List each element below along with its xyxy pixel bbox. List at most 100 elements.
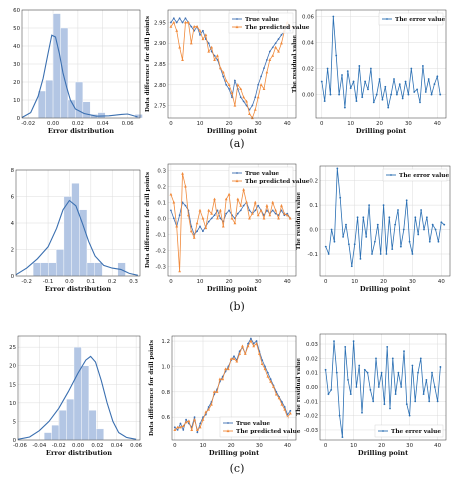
data-point — [178, 17, 181, 20]
data-point — [271, 200, 275, 204]
x-tick-label: 0.06 — [122, 121, 135, 127]
data-point — [239, 204, 243, 207]
data-point — [252, 342, 255, 345]
data-point — [207, 42, 210, 45]
data-point — [248, 209, 251, 212]
y-axis-label: Data difference for drill points — [149, 340, 155, 436]
data-point — [379, 253, 382, 255]
data-point — [260, 75, 262, 78]
data-point — [335, 54, 338, 57]
data-point — [361, 411, 363, 414]
data-point — [179, 425, 182, 429]
data-point — [225, 212, 228, 215]
data-point — [397, 209, 399, 211]
data-point — [233, 221, 237, 225]
data-point — [189, 229, 193, 233]
data-point — [323, 100, 326, 102]
x-axis-label: Drilling point — [356, 127, 407, 135]
data-point — [404, 80, 407, 83]
data-point — [425, 378, 428, 381]
data-point — [280, 41, 283, 45]
hist-bar — [40, 262, 49, 277]
data-point — [405, 199, 408, 202]
data-point — [248, 112, 251, 115]
y-tick-label: 0 — [13, 438, 17, 444]
hist-bar — [79, 209, 88, 277]
x-tick-label: 20 — [228, 443, 235, 449]
data-point — [198, 208, 202, 212]
x-tick-label: 40 — [284, 443, 291, 449]
data-point — [207, 407, 211, 411]
data-point — [241, 344, 244, 348]
hist-bar — [66, 398, 75, 441]
data-point — [210, 45, 214, 49]
x-axis-label: Error distribution — [46, 449, 112, 457]
data-point — [366, 371, 369, 374]
x-tick-label: -0.2 — [21, 279, 32, 285]
data-point — [347, 378, 349, 381]
x-axis-label: Error distribution — [45, 285, 111, 293]
data-point — [172, 17, 175, 20]
data-point — [184, 204, 187, 207]
legend-marker — [386, 18, 388, 20]
data-point — [242, 188, 246, 191]
data-point — [190, 428, 194, 431]
data-point — [277, 396, 281, 400]
legend-label: True value — [245, 17, 279, 23]
data-point — [376, 223, 379, 226]
data-point — [289, 409, 292, 412]
y-tick-label: 0.04 — [302, 41, 315, 47]
data-point — [408, 240, 411, 243]
data-point — [218, 377, 222, 381]
data-point — [265, 204, 269, 207]
y-tick-label: 20 — [13, 80, 20, 86]
x-tick-label: 0 — [173, 443, 177, 449]
data-point — [199, 34, 201, 36]
data-point — [369, 388, 372, 391]
plot-frame — [167, 163, 297, 277]
data-point — [329, 93, 332, 96]
data-point — [195, 221, 199, 225]
grid — [320, 334, 446, 440]
x-tick-label: 10 — [347, 121, 354, 127]
data-point — [336, 167, 339, 170]
legend-marker — [390, 174, 392, 176]
data-point — [277, 216, 280, 220]
data-point — [175, 29, 179, 32]
y-tick-label: 0.0 — [157, 216, 166, 222]
data-point — [198, 425, 202, 429]
x-axis-label: Drilling point — [207, 285, 258, 293]
data-point — [372, 101, 375, 104]
x-tick-label: 0.02 — [72, 121, 84, 127]
data-point — [371, 253, 373, 255]
data-point — [207, 49, 211, 53]
chart-a-hist: -0.02 0.00 0.02 0.04 0.06 0 10 20 30 40 50 60 Error … — [13, 8, 143, 135]
data-point — [283, 214, 286, 217]
y-tick-label: 0.06 — [302, 15, 315, 21]
data-point — [282, 212, 286, 215]
data-point — [269, 380, 273, 383]
hist-bar — [81, 365, 90, 441]
data-point — [332, 15, 335, 18]
y-axis-label: The residual value — [296, 192, 302, 250]
legend-box — [219, 416, 289, 438]
legend: The error value — [382, 168, 450, 182]
data-point — [349, 393, 352, 396]
data-point — [181, 201, 184, 204]
data-point — [176, 428, 179, 431]
x-axis-label: Error distribution — [48, 127, 114, 135]
data-point — [184, 20, 187, 24]
data-point — [196, 230, 198, 233]
legend: The error value — [378, 12, 446, 26]
data-point — [439, 93, 442, 96]
y-tick-label: 0.2 — [309, 179, 318, 185]
data-point — [419, 357, 422, 360]
data-point — [263, 367, 267, 371]
data-point — [238, 352, 242, 355]
data-point — [345, 223, 347, 226]
data-point — [390, 93, 393, 96]
x-tick-label: 30 — [256, 443, 263, 449]
hist-bar — [96, 428, 104, 441]
data-point — [398, 83, 401, 86]
data-point — [358, 65, 361, 67]
